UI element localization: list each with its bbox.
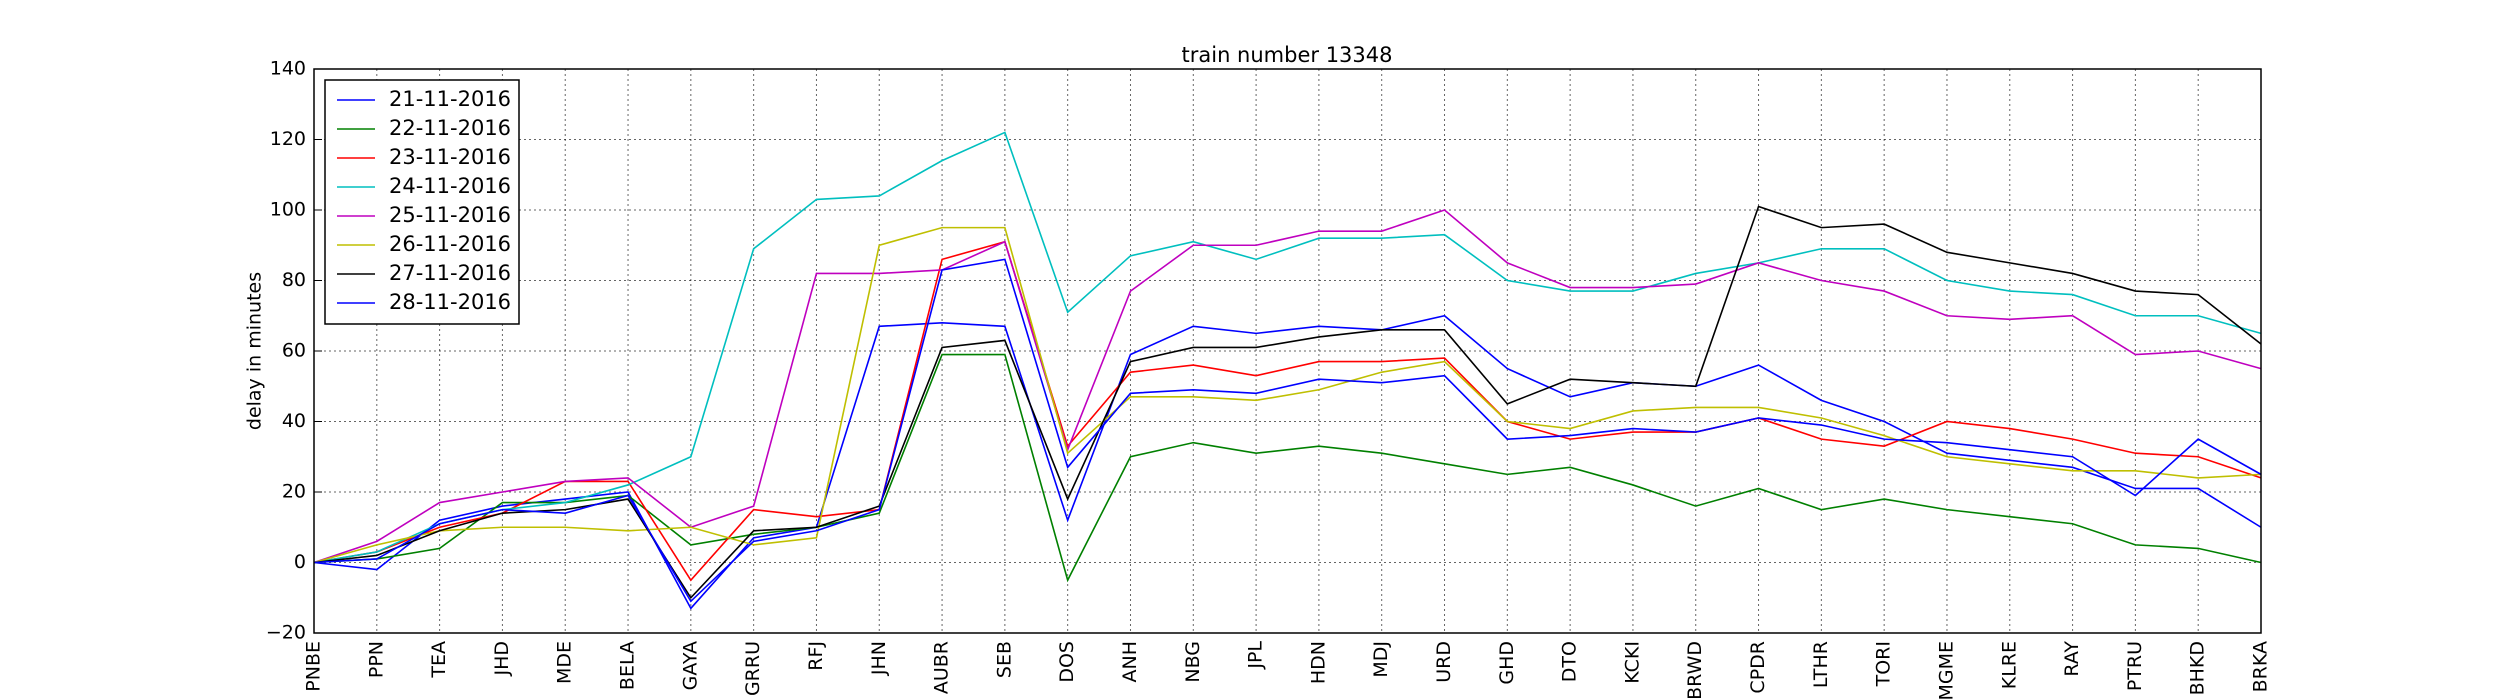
x-tick-label: MDE (554, 641, 576, 684)
y-tick-label: 0 (294, 551, 306, 573)
x-tick-label: BRWD (1684, 641, 1706, 700)
legend-label: 26-11-2016 (389, 232, 511, 256)
legend-label: 23-11-2016 (389, 145, 511, 169)
x-tick-label: GAYA (679, 641, 701, 690)
y-tick-label: 140 (270, 58, 306, 80)
series-line (313, 226, 2262, 564)
plot-frame (313, 68, 2262, 634)
x-tick-label: LTHR (1810, 641, 1832, 688)
y-tick-label: 120 (270, 128, 306, 150)
y-tick-label: −20 (266, 622, 306, 644)
y-tick-label: 40 (282, 410, 306, 432)
x-tick-label: PPN (365, 641, 387, 678)
x-tick-label: ANH (1119, 641, 1141, 683)
legend-label: 28-11-2016 (389, 290, 511, 314)
x-tick-label: PNBE (303, 641, 325, 692)
series-line (313, 209, 2262, 564)
y-axis-label: delay in minutes (244, 272, 266, 430)
x-tick-label: DOS (1056, 641, 1078, 683)
x-tick-label: JHD (491, 641, 513, 677)
x-tick-label: NBG (1182, 641, 1204, 683)
legend-label: 25-11-2016 (389, 203, 511, 227)
y-tick-label: 60 (282, 340, 306, 362)
x-tick-label: BELA (617, 641, 639, 690)
x-tick-label: GRRU (742, 641, 764, 696)
x-tick-label: PTRU (2124, 641, 2146, 691)
chart-title: train number 13348 (1182, 43, 1393, 67)
series-line (313, 131, 2262, 564)
x-tick-label: TEA (428, 641, 450, 679)
x-tick-label: RAY (2061, 641, 2083, 677)
x-tick-label: HDN (1307, 641, 1329, 684)
x-tick-label: CPDR (1747, 641, 1769, 694)
series-line (313, 258, 2262, 603)
legend-box (324, 79, 520, 325)
legend-label: 21-11-2016 (389, 87, 511, 111)
x-tick-label: GHD (1496, 641, 1518, 685)
x-tick-label: MGME (1935, 641, 1957, 700)
x-tick-label: BRKA (2250, 641, 2272, 692)
x-tick-label: AUBR (931, 641, 953, 694)
series-line (313, 240, 2262, 582)
legend-label: 27-11-2016 (389, 261, 511, 285)
series-line (313, 353, 2262, 583)
x-tick-label: SEB (993, 641, 1015, 678)
x-tick-label: JHN (868, 641, 890, 676)
x-tick-label: KCKI (1621, 641, 1643, 684)
y-tick-label: 20 (282, 481, 306, 503)
x-tick-label: JPL (1245, 641, 1267, 670)
x-tick-label: KLRE (1998, 641, 2020, 689)
x-tick-label: BHKD (2187, 641, 2209, 695)
series-line (313, 314, 2262, 610)
legend-label: 22-11-2016 (389, 116, 511, 140)
x-tick-label: URD (1433, 641, 1455, 683)
x-tick-label: MDJ (1370, 641, 1392, 678)
x-tick-label: RFJ (805, 641, 827, 671)
x-tick-label: DTO (1559, 641, 1581, 682)
series-line (313, 205, 2262, 600)
x-tick-label: TORI (1873, 641, 1895, 687)
legend-label: 24-11-2016 (389, 174, 511, 198)
y-tick-label: 80 (282, 269, 306, 291)
y-tick-label: 100 (270, 199, 306, 221)
